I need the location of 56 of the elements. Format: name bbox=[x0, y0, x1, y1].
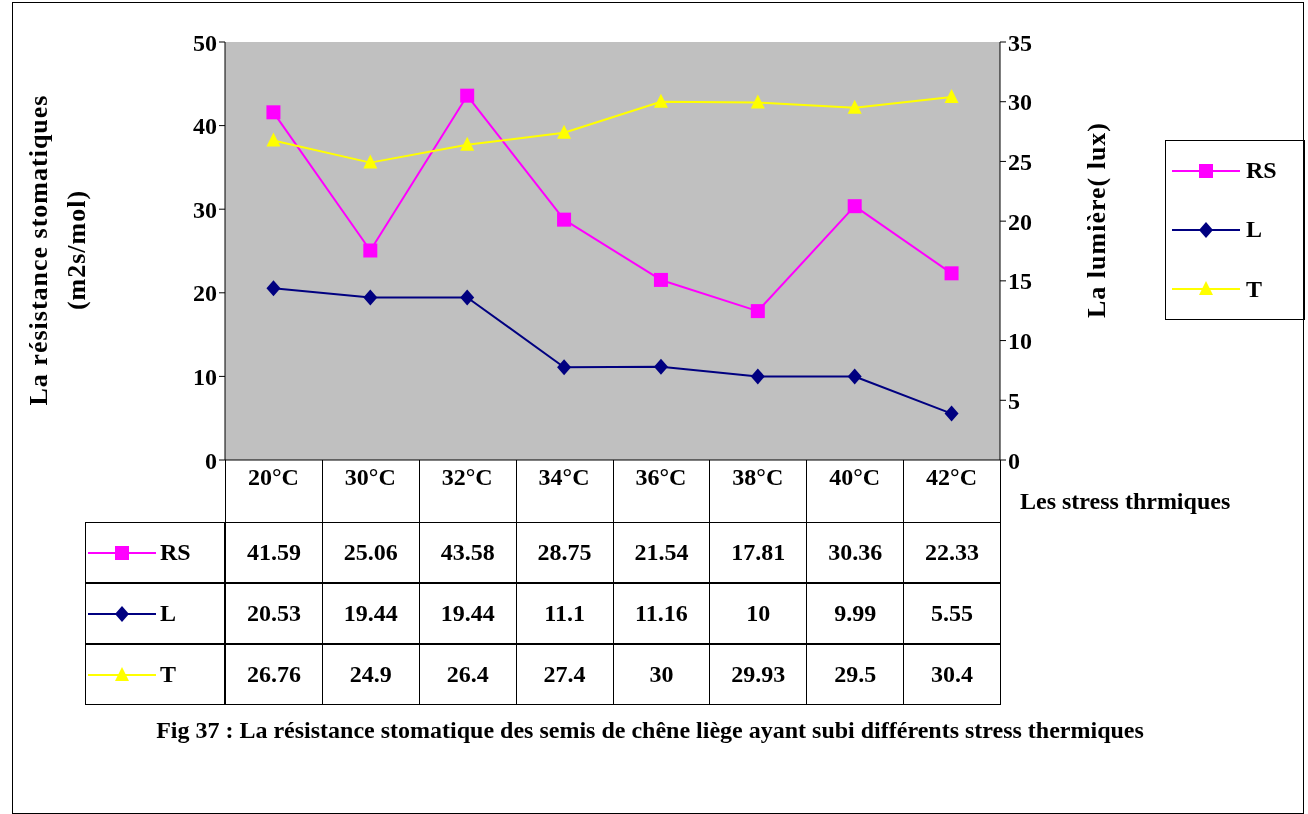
data-label: 17.81 bbox=[709, 522, 808, 583]
y2-tick-label: 20 bbox=[1008, 208, 1032, 235]
data-label: 9.99 bbox=[806, 583, 905, 644]
y-tick-label: 50 bbox=[193, 29, 217, 56]
data-label: 22.33 bbox=[903, 522, 1001, 583]
x-tick-label: 30°C bbox=[344, 464, 396, 491]
data-label: 26.76 bbox=[225, 644, 323, 705]
data-label: 21.54 bbox=[612, 522, 711, 583]
data-label: 11.1 bbox=[515, 583, 614, 644]
data-label: 30 bbox=[612, 644, 711, 705]
data-label: 43.58 bbox=[418, 522, 517, 583]
data-label: 29.93 bbox=[709, 644, 808, 705]
y2-tick-label: 35 bbox=[1008, 29, 1032, 56]
x-tick-label: 36°C bbox=[635, 464, 687, 491]
data-label: 19.44 bbox=[321, 583, 420, 644]
y-tick-label: 20 bbox=[193, 280, 217, 307]
data-label: 30.36 bbox=[806, 522, 905, 583]
legend-label: T bbox=[1246, 275, 1263, 303]
data-label: 25.06 bbox=[321, 522, 420, 583]
data-label: 19.44 bbox=[418, 583, 517, 644]
legend-label: RS bbox=[160, 539, 191, 566]
x-tick-label: 34°C bbox=[538, 464, 590, 491]
data-label: 11.16 bbox=[612, 583, 711, 644]
data-label: 5.55 bbox=[903, 583, 1001, 644]
y-axis-title: La résistance stomatiques (m2s/mol) bbox=[23, 93, 92, 408]
y2-tick-label: 5 bbox=[1008, 387, 1020, 414]
y2-axis-title: La lumière( lux) bbox=[1082, 120, 1112, 321]
y2-tick-label: 15 bbox=[1008, 268, 1032, 295]
y2-tick-label: 10 bbox=[1008, 328, 1032, 355]
y2-tick-label: 30 bbox=[1008, 89, 1032, 116]
data-label: 29.5 bbox=[806, 644, 905, 705]
data-label: 20.53 bbox=[225, 583, 323, 644]
data-label: 41.59 bbox=[225, 522, 323, 583]
data-label: 30.4 bbox=[903, 644, 1001, 705]
text: L bbox=[1246, 216, 1263, 243]
x-axis-title: Les stress thrmiques bbox=[1020, 488, 1231, 515]
caption: Fig 37 : La résistance stomatique des semis de chêne liège ayant subi différents stress thermiques bbox=[155, 716, 1145, 745]
data-label: 28.75 bbox=[515, 522, 614, 583]
y-tick-label: 40 bbox=[193, 113, 217, 140]
y-tick-label: 30 bbox=[193, 196, 217, 223]
data-label: 26.4 bbox=[418, 644, 517, 705]
text: RS bbox=[1246, 157, 1277, 184]
x-tick-label: 20°C bbox=[247, 464, 299, 491]
data-label: 27.4 bbox=[515, 644, 614, 705]
x-tick-label: 40°C bbox=[829, 464, 881, 491]
x-tick-label: 42°C bbox=[926, 464, 978, 491]
legend-label: L bbox=[160, 600, 177, 627]
y2-tick-label: 0 bbox=[1008, 447, 1020, 474]
data-label: 10 bbox=[709, 583, 808, 644]
y-tick-label: 0 bbox=[205, 447, 217, 474]
y-tick-label: 10 bbox=[193, 363, 217, 390]
text: T bbox=[160, 661, 177, 687]
y2-tick-label: 25 bbox=[1008, 148, 1032, 175]
x-tick-label: 38°C bbox=[732, 464, 784, 491]
data-label: 24.9 bbox=[321, 644, 420, 705]
x-tick-label: 32°C bbox=[441, 464, 493, 491]
